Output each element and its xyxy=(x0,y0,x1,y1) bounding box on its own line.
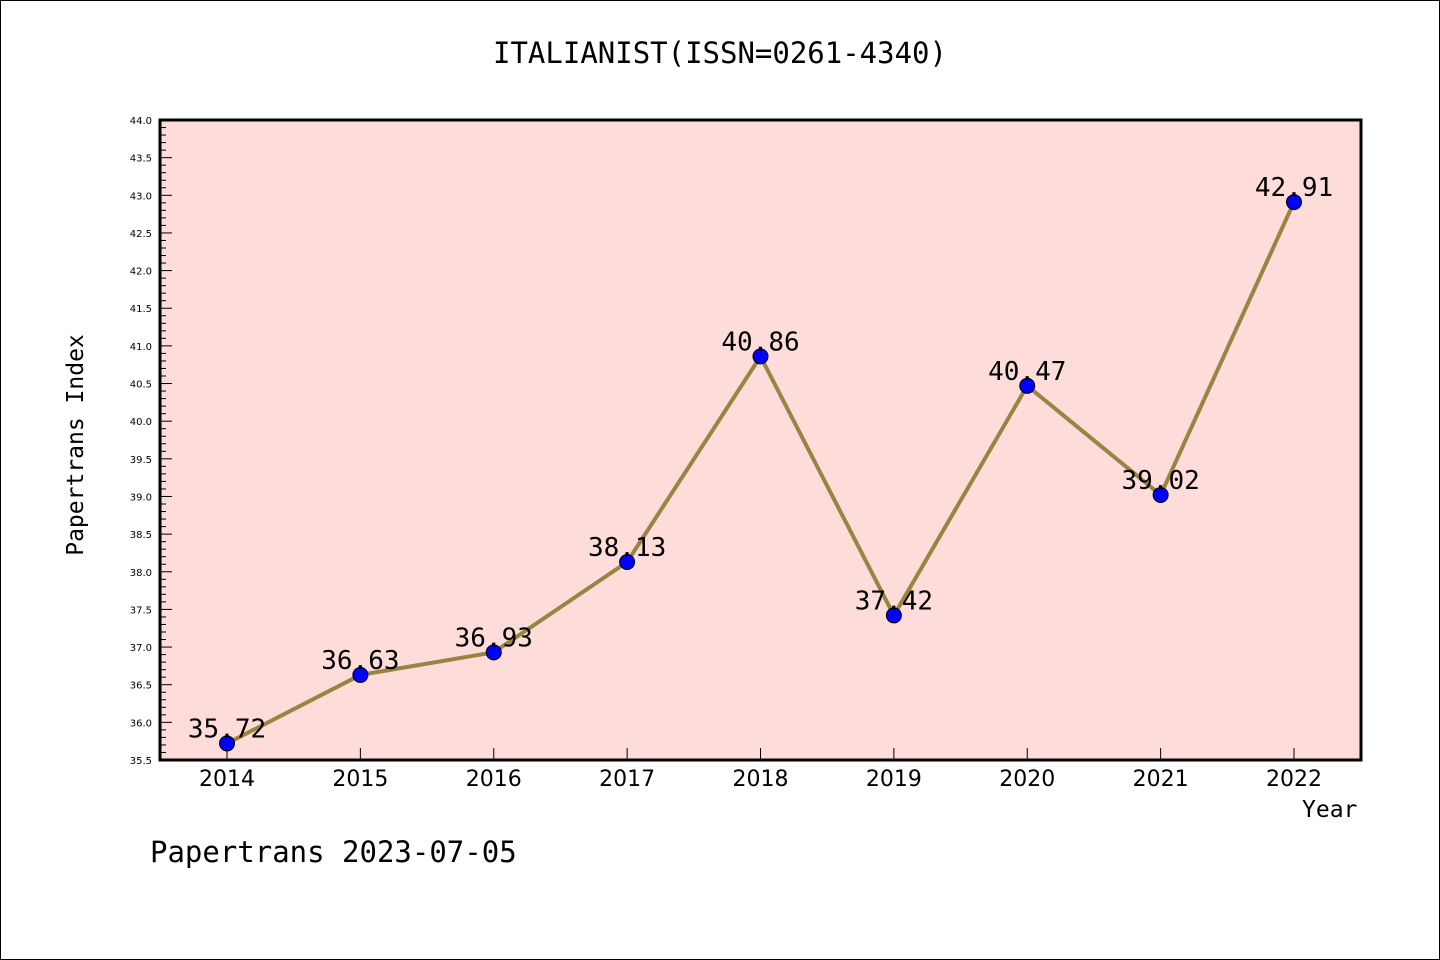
data-label: 36.63 xyxy=(321,646,399,676)
data-label: 35.72 xyxy=(188,714,266,744)
y-axis-ticks: 35.5 36.0 36.5 37.0 37.5 38.0 38.5 39.0 39.5 40.0… xyxy=(130,116,172,767)
data-point xyxy=(885,607,902,624)
x-tick-label: 2017 xyxy=(599,767,655,792)
plot-area xyxy=(160,120,1361,760)
data-label: 42.91 xyxy=(1255,173,1333,203)
x-tick-label: 2016 xyxy=(466,767,522,792)
y-tick-label: 43.0 xyxy=(130,191,152,202)
y-tick-label: 41.0 xyxy=(130,342,152,353)
data-point xyxy=(1152,486,1169,503)
data-label: 37.42 xyxy=(855,586,933,616)
data-point xyxy=(352,666,369,683)
data-labels: 35.72 36.63 36.93 38.13 40.86 37.42 40.47 39.02… xyxy=(188,173,1333,744)
y-tick-label: 39.5 xyxy=(130,455,152,466)
chart-title: ITALIANIST(ISSN=0261-4340) xyxy=(493,36,947,70)
y-tick-label: 37.0 xyxy=(130,643,152,654)
data-label: 40.86 xyxy=(721,327,799,357)
y-tick-label: 42.5 xyxy=(130,229,152,240)
x-tick-label: 2018 xyxy=(733,767,789,792)
x-axis-ticks: 2014 2015 2016 2017 2018 2019 2020 2021 2022 xyxy=(199,748,1322,792)
data-point xyxy=(1286,194,1302,211)
data-point xyxy=(1019,377,1036,394)
data-point xyxy=(485,644,502,661)
y-axis-label: Papertrans Index xyxy=(63,334,89,556)
y-tick-label: 35.5 xyxy=(130,756,152,767)
x-tick-label: 2015 xyxy=(332,767,388,792)
y-tick-label: 42.0 xyxy=(130,267,152,278)
data-point xyxy=(619,553,636,570)
y-tick-label: 36.5 xyxy=(130,681,152,692)
y-tick-label: 38.5 xyxy=(130,530,152,541)
x-tick-label: 2022 xyxy=(1266,767,1322,792)
y-tick-label: 36.0 xyxy=(130,718,152,729)
y-tick-label: 44.0 xyxy=(130,116,152,127)
plot-border xyxy=(158,118,1363,762)
y-tick-label: 40.0 xyxy=(130,417,152,428)
x-tick-label: 2019 xyxy=(866,767,922,792)
data-label: 38.13 xyxy=(588,533,666,563)
data-markers xyxy=(219,194,1302,752)
y-tick-label: 38.0 xyxy=(130,568,152,579)
data-label: 36.93 xyxy=(455,623,533,653)
y-tick-label: 37.5 xyxy=(130,605,152,616)
y-tick-label: 39.0 xyxy=(130,492,152,503)
x-tick-label: 2014 xyxy=(199,767,255,792)
y-tick-label: 43.5 xyxy=(130,154,152,165)
data-label: 39.02 xyxy=(1121,466,1199,496)
y-tick-label: 40.5 xyxy=(130,380,152,391)
y-tick-label: 41.5 xyxy=(130,304,152,315)
footer-stamp: Papertrans 2023-07-05 xyxy=(150,835,517,869)
data-point xyxy=(752,348,769,365)
x-axis-label: Year xyxy=(1302,797,1358,823)
x-tick-label: 2021 xyxy=(1133,767,1189,792)
data-label: 40.47 xyxy=(988,357,1066,387)
data-point xyxy=(219,735,235,752)
x-tick-label: 2020 xyxy=(999,767,1055,792)
